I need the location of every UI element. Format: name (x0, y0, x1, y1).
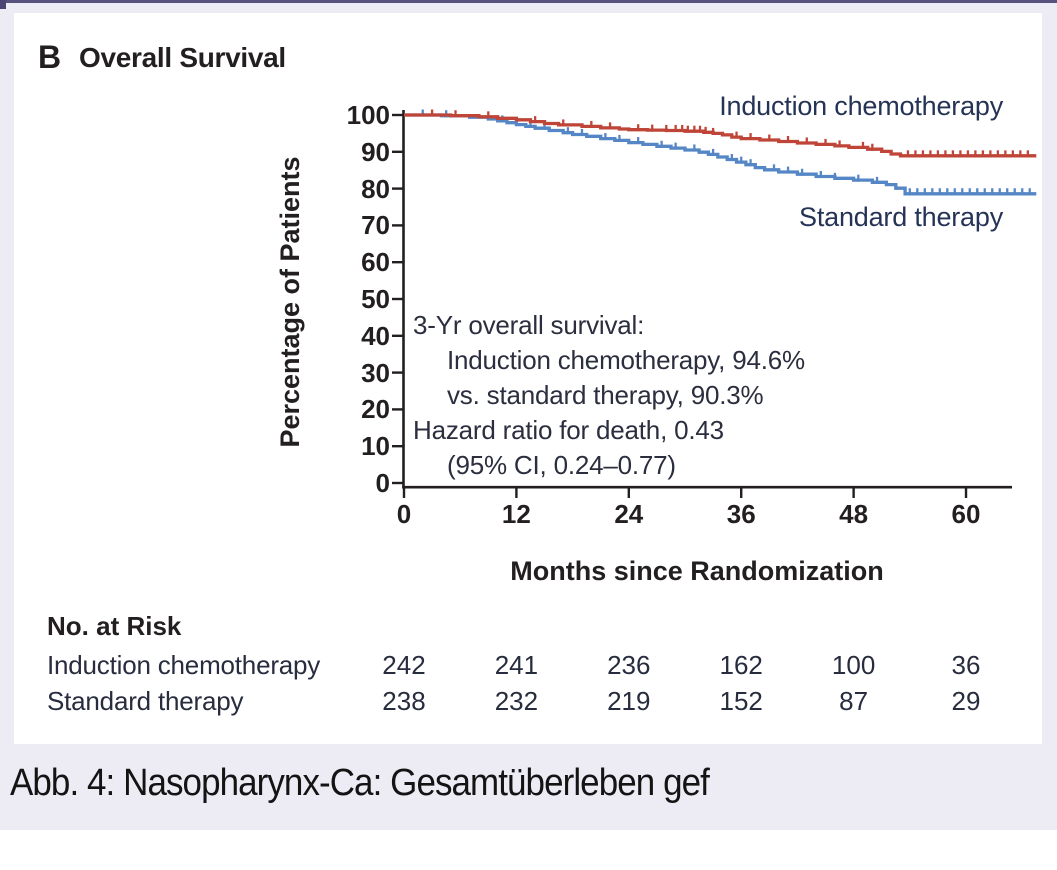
survival-curve-induction-chemotherapy (404, 113, 1037, 158)
figure-caption: Abb. 4: Nasopharynx-Ca: Gesamtüberleben … (10, 762, 710, 804)
y-tick-label: 30 (361, 357, 390, 388)
top-rule (0, 0, 1057, 3)
y-tick-label: 60 (361, 247, 390, 278)
risk-row-label-standard-therapy: Standard therapy (47, 686, 244, 716)
risk-value: 162 (719, 650, 763, 680)
series-label-standard-therapy: Standard therapy (799, 202, 1003, 232)
x-tick-label: 12 (501, 499, 531, 529)
risk-value: 152 (719, 686, 763, 716)
x-axis-title: Months since Randomization (510, 556, 884, 586)
risk-value: 29 (951, 686, 981, 716)
y-tick-label: 50 (361, 284, 390, 314)
y-tick-label: 10 (361, 431, 390, 462)
risk-value: 241 (494, 650, 539, 680)
annotation-line: 3-Yr overall survival: (413, 310, 645, 340)
y-tick-label: 80 (361, 173, 390, 204)
y-tick-label: 90 (361, 136, 390, 167)
y-tick-label: 70 (361, 210, 390, 241)
x-tick-label: 36 (726, 499, 756, 529)
y-tick-label: 100 (346, 100, 390, 130)
risk-value: 238 (382, 686, 426, 716)
risk-value: 232 (494, 686, 539, 716)
risk-value: 242 (382, 650, 426, 680)
risk-value: 236 (607, 650, 651, 680)
top-left-corner-block (0, 0, 6, 9)
annotation-line: Hazard ratio for death, 0.43 (413, 415, 724, 445)
panel-letter: B (38, 39, 62, 75)
x-tick-label: 0 (396, 499, 412, 529)
annotation-line: (95% CI, 0.24–0.77) (447, 450, 676, 480)
panel-title: Overall Survival (79, 42, 286, 73)
risk-table-heading: No. at Risk (47, 611, 182, 641)
risk-row-label-induction-chemotherapy: Induction chemotherapy (47, 650, 321, 680)
y-tick-label: 20 (361, 394, 390, 425)
risk-value: 100 (831, 650, 876, 680)
annotation-line: Induction chemotherapy, 94.6% (447, 345, 805, 375)
risk-value: 36 (951, 650, 981, 680)
risk-value: 87 (839, 686, 869, 716)
figure-panel (14, 13, 1042, 744)
risk-value: 219 (607, 686, 651, 716)
x-tick-label: 60 (951, 499, 981, 529)
annotation-line: vs. standard therapy, 90.3% (447, 380, 764, 410)
y-axis-title: Percentage of Patients (275, 156, 305, 448)
x-tick-label: 24 (614, 499, 644, 529)
y-tick-label: 40 (361, 320, 390, 351)
y-tick-label: 0 (375, 468, 390, 498)
survival-curve-standard-therapy (404, 113, 1037, 196)
series-label-induction-chemotherapy: Induction chemotherapy (719, 91, 1003, 121)
survival-annotation: 3-Yr overall survival: Induction chemothe… (413, 308, 805, 483)
x-tick-label: 48 (839, 499, 869, 529)
